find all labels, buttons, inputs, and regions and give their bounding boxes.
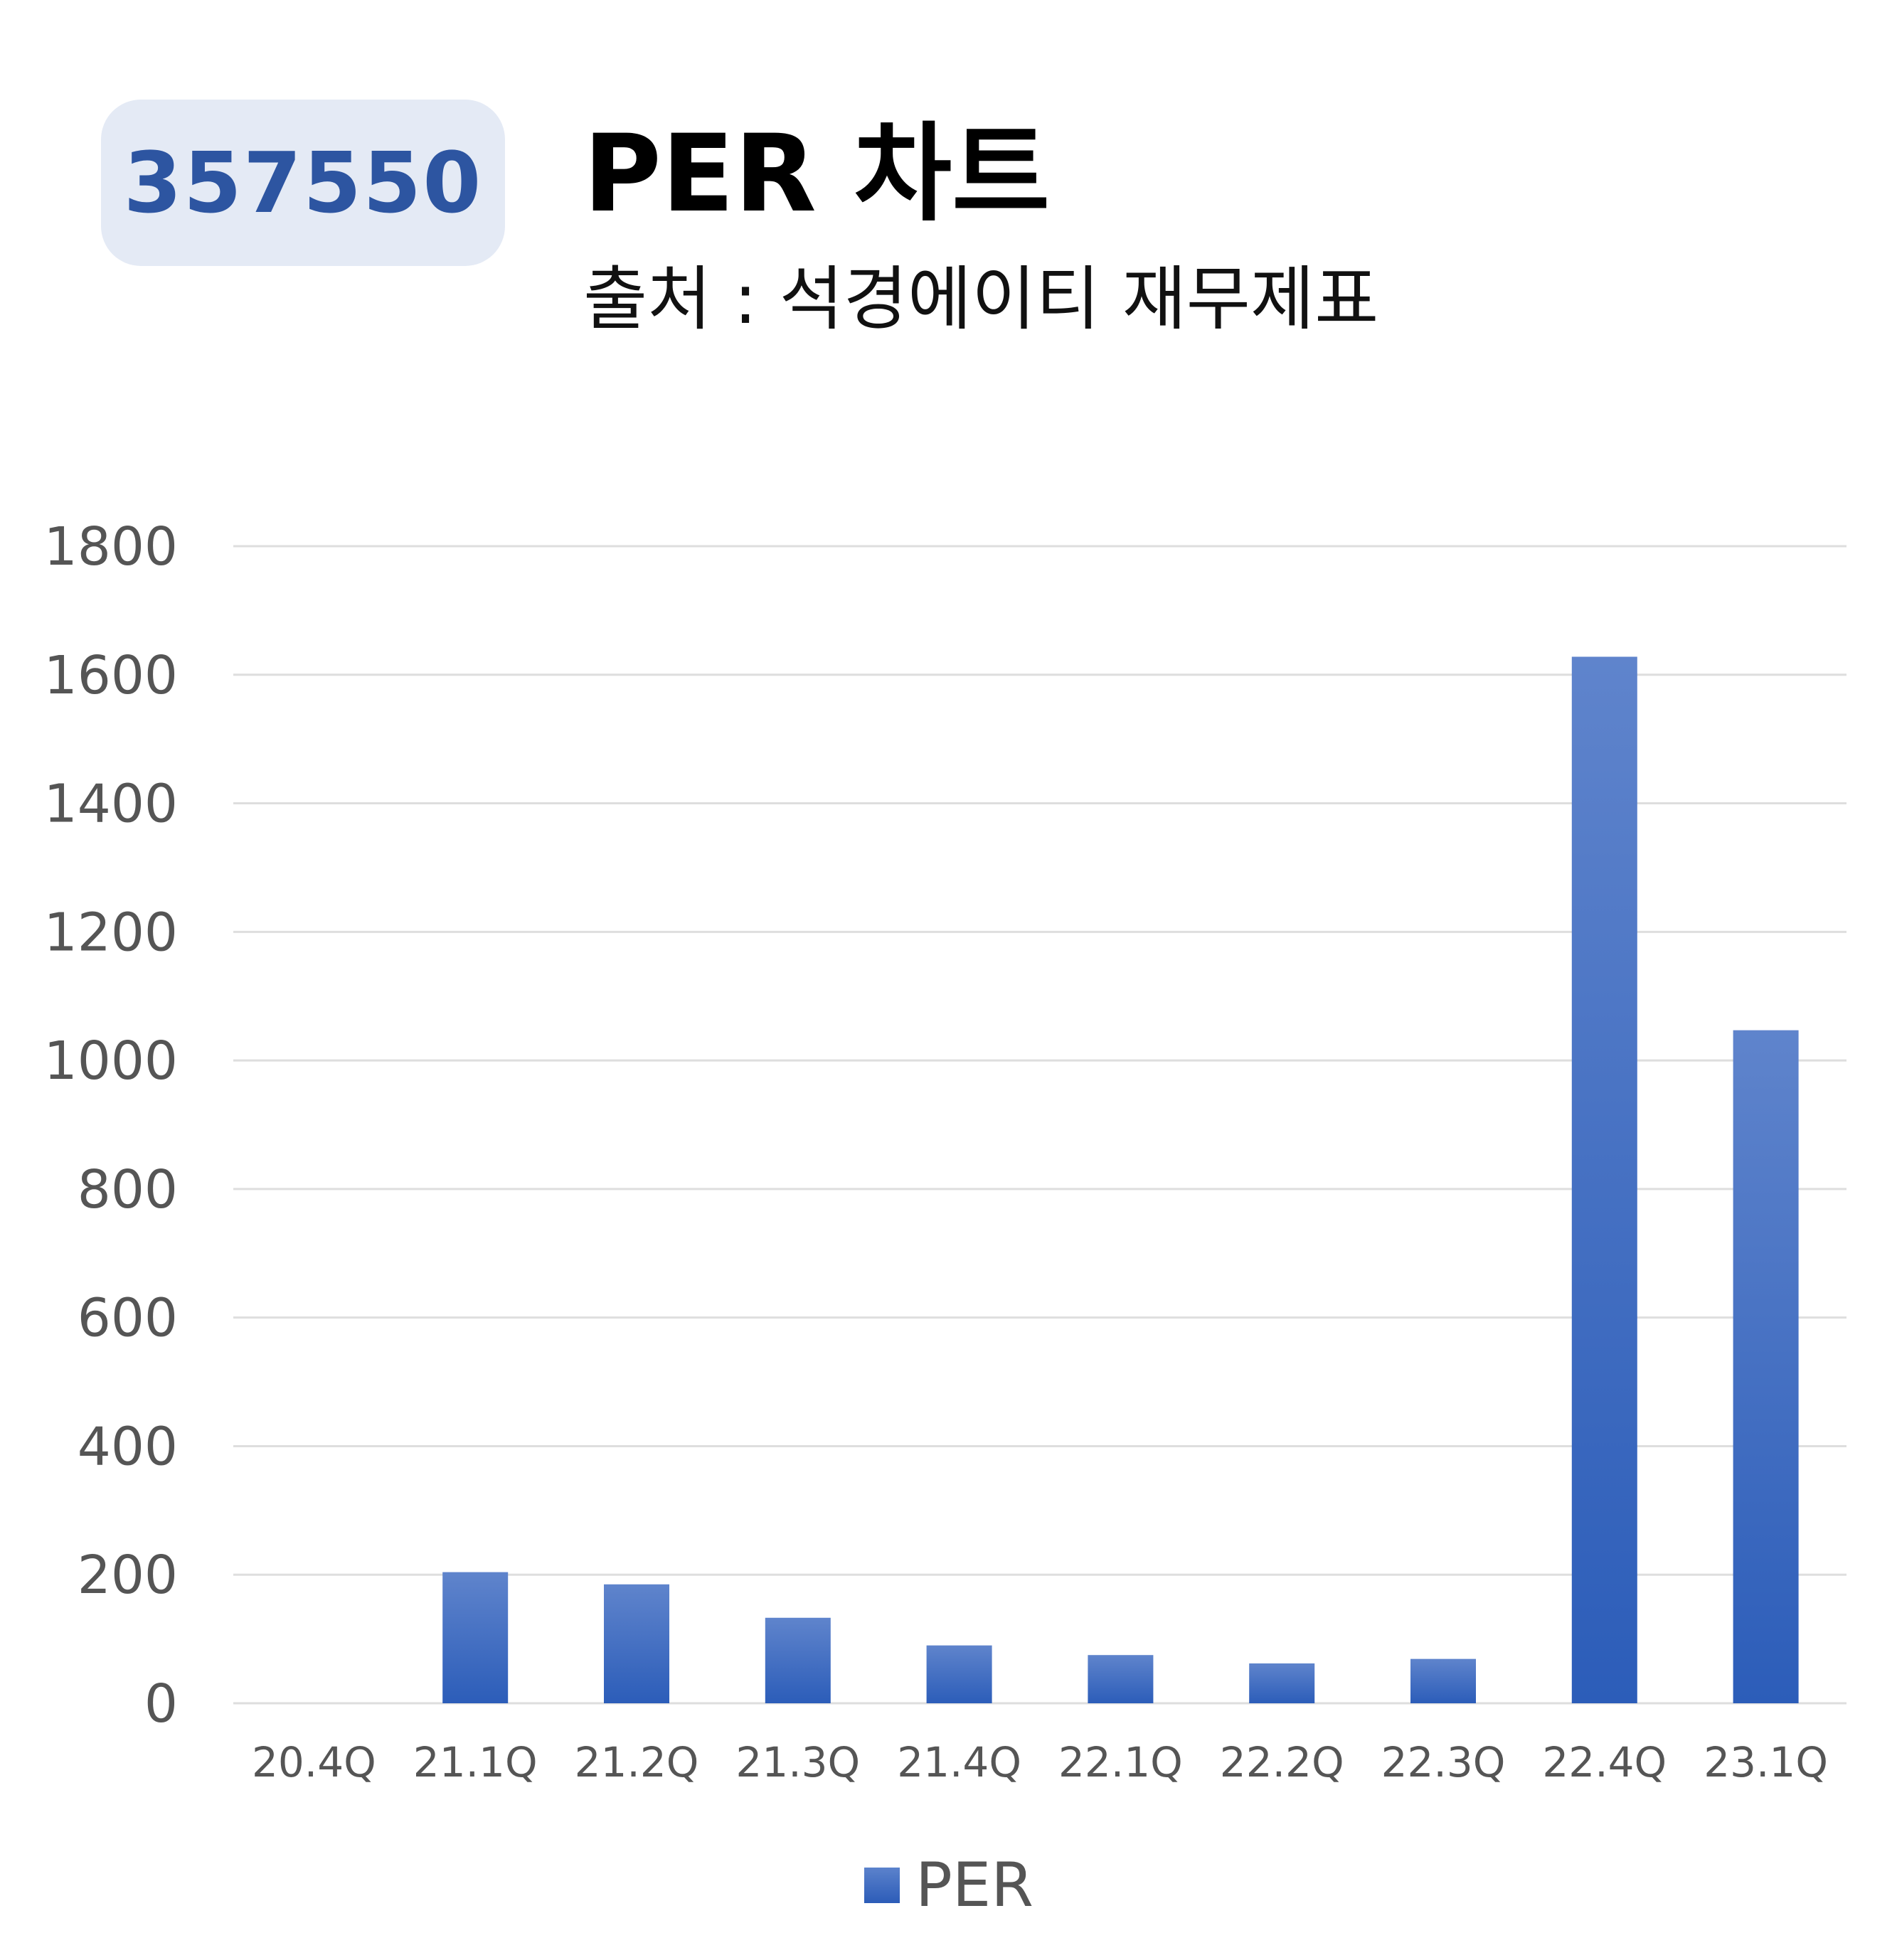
bar-22.3Q [1410,1658,1476,1703]
y-tick-label: 200 [78,1545,178,1606]
bar-23.1Q [1733,1030,1799,1703]
y-tick-label: 1400 [44,774,178,835]
y-tick-label: 1800 [44,516,178,577]
bar-21.4Q [926,1645,992,1703]
x-tick-label: 22.2Q [1220,1738,1344,1786]
stock-code-badge: 357550 [101,100,505,266]
x-tick-label: 21.4Q [897,1738,1021,1786]
legend-swatch-per [864,1868,900,1903]
x-tick-label: 20.4Q [252,1738,376,1786]
x-tick-label: 22.1Q [1058,1738,1183,1786]
bar-21.2Q [604,1584,669,1703]
bar-22.2Q [1249,1663,1315,1703]
chart-subtitle: 출처 : 석경에이티 재무제표 [583,259,1379,340]
y-tick-label: 800 [78,1159,178,1220]
bar-21.1Q [442,1572,509,1703]
chart-title: PER 차트 [583,112,1051,236]
y-tick-label: 600 [78,1288,178,1349]
y-axis: 0 200 400 600 800 1000 1200 1400 1600 1800 [44,516,178,1735]
x-tick-label: 22.4Q [1542,1738,1667,1786]
y-tick-label: 400 [78,1416,178,1477]
legend-label-per: PER [915,1850,1033,1921]
y-tick-label: 1200 [44,902,178,963]
bars [442,656,1799,1703]
legend: PER [864,1855,1033,1916]
x-tick-label: 22.3Q [1381,1738,1506,1786]
x-axis: 20.4Q 21.1Q 21.2Q 21.3Q 21.4Q 22.1Q 22.2Q 22.3Q… [252,1738,1828,1786]
bar-22.4Q [1571,656,1637,1703]
bar-21.3Q [765,1617,831,1703]
x-tick-label: 21.1Q [413,1738,538,1786]
x-tick-label: 21.2Q [575,1738,699,1786]
y-tick-label: 1000 [44,1030,178,1092]
stock-code: 357550 [123,134,483,232]
y-tick-label: 0 [144,1673,178,1735]
x-tick-label: 21.3Q [735,1738,860,1786]
bar-22.1Q [1088,1655,1154,1703]
y-tick-label: 1600 [44,645,178,706]
x-tick-label: 23.1Q [1704,1738,1828,1786]
